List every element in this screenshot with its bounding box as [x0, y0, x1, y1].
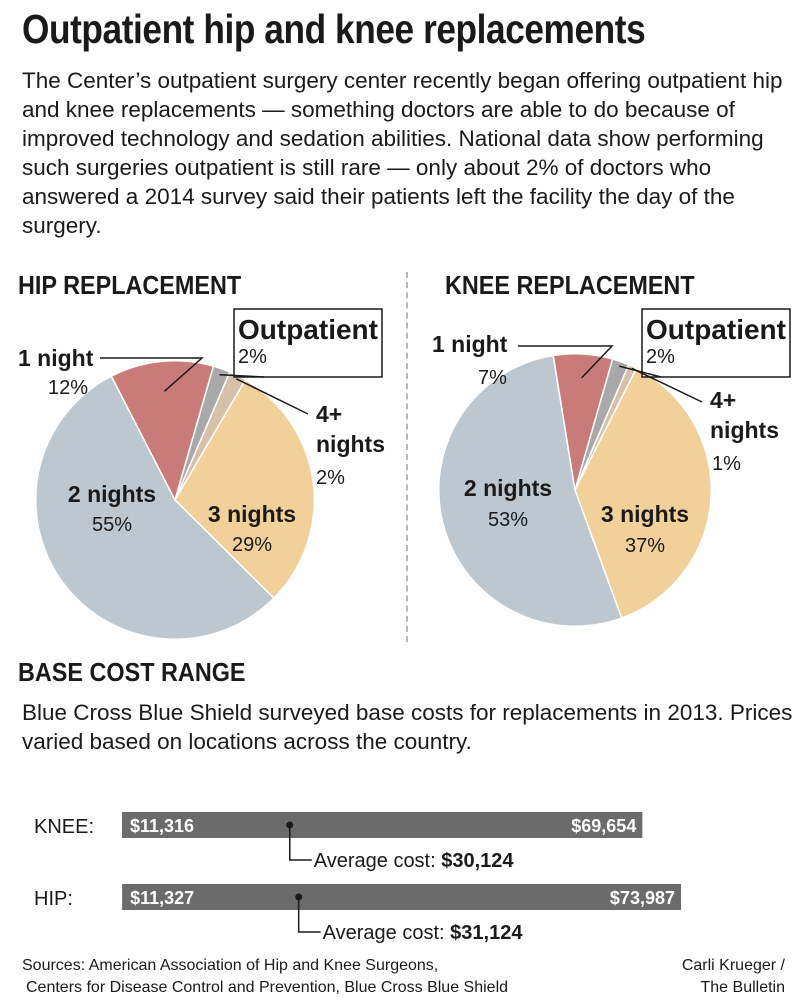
knee-chart-title: KNEE REPLACEMENT: [445, 270, 695, 300]
cost-description: Blue Cross Blue Shield surveyed base cos…: [22, 700, 793, 754]
bar-max-label: $73,987: [610, 888, 675, 908]
average-label: Average cost: $30,124: [314, 850, 515, 872]
slice-value: 2%: [238, 346, 267, 368]
credit-line: Carli Krueger /: [681, 957, 785, 974]
slice-label: 4+: [316, 401, 342, 427]
average-value: $30,124: [441, 850, 514, 872]
slice-label: 1 night: [432, 331, 508, 357]
cost-range-bar: [122, 884, 681, 910]
slice-value: 53%: [488, 509, 528, 531]
slice-value: 29%: [232, 534, 272, 556]
average-value: $31,124: [450, 922, 523, 944]
outpatient-callout-box: [233, 308, 383, 378]
slice-label: 3 nights: [601, 501, 689, 527]
cost-range-chart: KNEE: $11,316 $69,654 Average cost: $30,124…: [34, 812, 681, 944]
leader-line: [235, 378, 309, 415]
slice-label: Outpatient: [238, 314, 378, 345]
leader-line: [518, 345, 614, 379]
bar-row-label: HIP:: [34, 888, 73, 910]
hip-chart-title: HIP REPLACEMENT: [18, 270, 242, 300]
slice-label: Outpatient: [646, 314, 786, 345]
pie-charts: 2 nights 55% 3 nights 29% 1 night 12% Outpatie…: [18, 308, 791, 642]
bar-min-label: $11,316: [130, 816, 194, 836]
bar-row-label: KNEE:: [34, 816, 94, 838]
sources-line: Sources: American Association of Hip and…: [22, 957, 439, 974]
intro-paragraph: The Center’s outpatient surgery center r…: [22, 68, 783, 238]
sources-line: Centers for Disease Control and Preventi…: [26, 979, 509, 996]
leader-line: [100, 357, 204, 392]
slice-label: 1 night: [18, 345, 94, 371]
leader-line: [219, 373, 265, 378]
outpatient-callout-box: [641, 308, 791, 378]
pie-outline: [436, 351, 714, 629]
average-leader: [289, 825, 312, 861]
average-caption: Average cost:: [314, 850, 441, 872]
slice-value: 37%: [625, 535, 665, 557]
average-label: Average cost: $31,124: [323, 922, 524, 944]
leader-line: [631, 367, 703, 403]
slice-value: 12%: [48, 377, 88, 399]
slice-label: 3 nights: [208, 501, 296, 527]
slice-value: 2%: [316, 467, 345, 489]
pie-outline: [33, 358, 317, 642]
chart-divider: [406, 272, 408, 642]
cost-section-heading: BASE COST RANGE: [18, 657, 246, 687]
slice-value: 55%: [92, 514, 132, 536]
bar-max-label: $69,654: [571, 816, 636, 836]
slice-value: 7%: [478, 367, 507, 389]
average-caption: Average cost:: [323, 922, 450, 944]
slice-label: 2 nights: [464, 475, 552, 501]
slice-label: nights: [316, 431, 385, 457]
slice-value: 2%: [646, 346, 675, 368]
average-leader: [297, 897, 321, 933]
credit-note: Carli Krueger / The Bulletin: [682, 955, 785, 999]
slice-label: nights: [710, 417, 779, 443]
bar-min-label: $11,327: [130, 888, 194, 908]
slice-label: 2 nights: [68, 481, 156, 507]
credit-line: The Bulletin: [700, 979, 786, 996]
slice-label: 4+: [710, 387, 736, 413]
cost-range-bar: [122, 812, 643, 838]
sources-note: Sources: American Association of Hip and…: [22, 955, 508, 999]
page-title: Outpatient hip and knee replacements: [22, 6, 646, 52]
slice-value: 1%: [712, 453, 741, 475]
